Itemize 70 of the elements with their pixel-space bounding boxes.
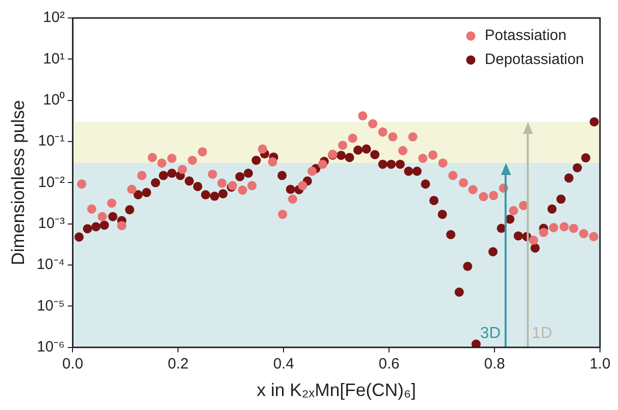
y-tick-label: 10¹ (43, 50, 65, 68)
y-tick-label: 10⁰ (43, 91, 65, 108)
point (308, 166, 317, 176)
point (148, 152, 157, 162)
point (278, 210, 288, 219)
point (137, 170, 146, 180)
point (157, 158, 166, 168)
point (589, 232, 598, 242)
y-axis-title: Dimensionless pulse (8, 100, 28, 266)
point (77, 179, 86, 189)
y-tick-label: 10² (43, 9, 65, 26)
point (458, 178, 468, 188)
point (107, 198, 116, 208)
point (468, 184, 478, 194)
ref-line-label: 1D (532, 324, 552, 342)
point (247, 181, 257, 190)
point (178, 164, 187, 174)
x-tick-label: 0.8 (484, 356, 505, 373)
x-tick-label: 0.6 (378, 356, 400, 373)
point (238, 186, 248, 195)
point (258, 144, 268, 154)
y-tick-label: 10⁻² (38, 174, 65, 191)
point (438, 158, 448, 168)
point (508, 206, 518, 216)
point (428, 150, 438, 160)
point (478, 192, 488, 202)
y-tick-label: 10⁻¹ (38, 132, 65, 150)
point (408, 132, 418, 142)
point (188, 156, 198, 165)
point (127, 184, 136, 194)
point (358, 111, 368, 120)
point (368, 119, 378, 128)
x-tick-label: 0.2 (168, 356, 189, 373)
point (488, 190, 498, 200)
point (569, 224, 578, 233)
point (388, 132, 398, 142)
point (288, 194, 298, 204)
point (217, 178, 227, 188)
y-tick-label: 10⁻⁴ (36, 256, 65, 274)
point (448, 170, 458, 180)
point (418, 154, 428, 163)
point (208, 170, 218, 179)
point (98, 212, 107, 222)
point (378, 127, 388, 137)
point (518, 200, 528, 210)
point (579, 229, 588, 238)
point (298, 181, 308, 190)
x-axis-title: x in K₂ₓMn[Fe(CN)₆] (256, 380, 416, 400)
point (167, 154, 176, 163)
point (538, 228, 548, 238)
point (87, 204, 96, 214)
point (348, 134, 358, 143)
point (318, 160, 328, 169)
x-tick-label: 0.0 (62, 356, 84, 373)
point (268, 157, 278, 166)
x-tick-label: 1.0 (590, 356, 610, 373)
point (398, 146, 408, 156)
y-tick-label: 10⁻³ (38, 215, 65, 232)
ref-line-label: 3D (480, 324, 501, 342)
point (549, 223, 558, 232)
y-tick-label: 10⁻⁵ (36, 297, 65, 314)
point (198, 147, 208, 156)
point (117, 220, 126, 230)
y-tick-label: 10⁻⁶ (36, 338, 65, 356)
legend-label: Potassiation (484, 27, 566, 44)
x-tick-label: 0.4 (273, 356, 294, 373)
point (560, 222, 569, 232)
point (338, 140, 348, 150)
legend-label: Depotassiation (484, 51, 584, 68)
point (528, 236, 538, 245)
